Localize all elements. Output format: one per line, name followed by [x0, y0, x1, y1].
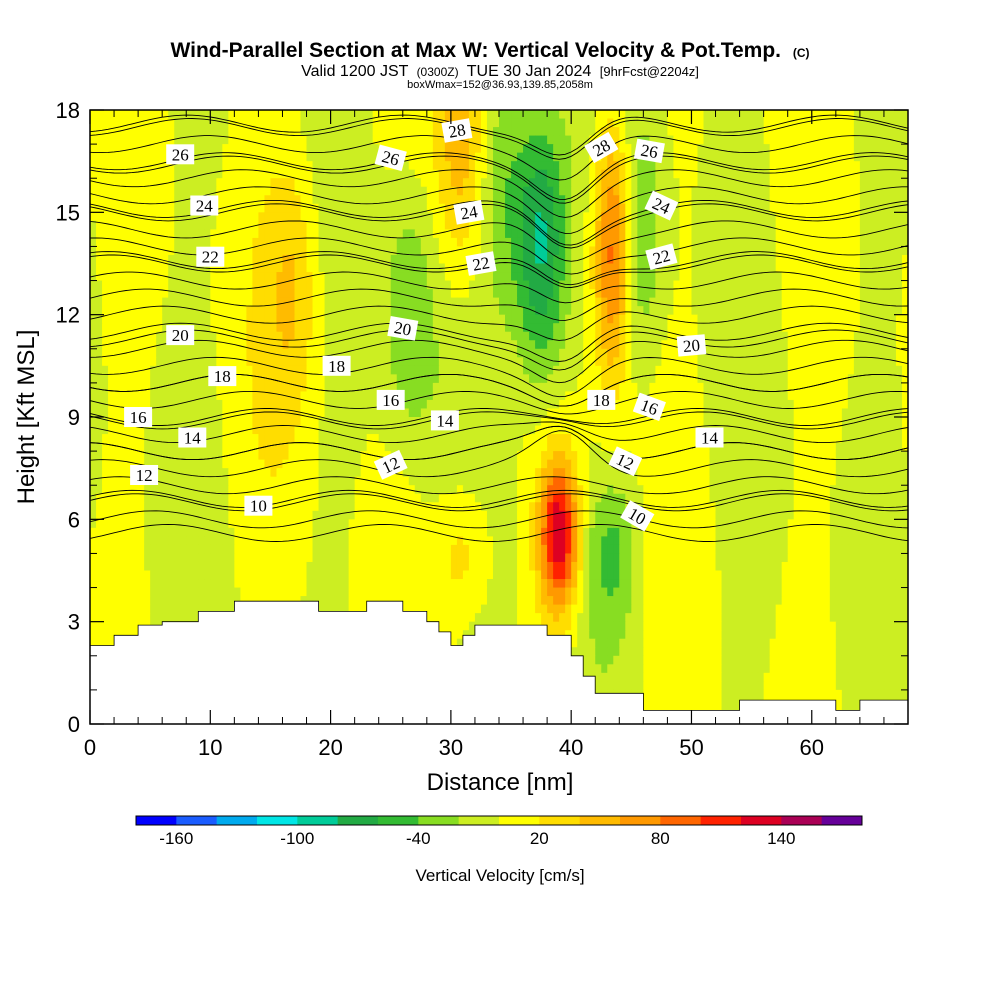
isentrope-label: 12 [608, 446, 643, 477]
colorbar: -160 -100 -40 20 80 140 [135, 815, 863, 848]
y-tick-label: 15 [56, 200, 80, 225]
colorbar-label: Vertical Velocity [cm/s] [415, 866, 584, 885]
isentrope-label: 16 [124, 407, 153, 427]
isentrope-label: 14 [695, 427, 724, 448]
isentrope-label: 22 [465, 251, 497, 276]
isentrope-label: 16 [376, 389, 405, 410]
isentrope-label: 20 [166, 325, 195, 346]
colorbar-swatch [378, 816, 419, 825]
isentrope-label: 28 [441, 118, 473, 143]
isentrope-label: 14 [430, 410, 459, 431]
isentrope-label: 22 [645, 243, 678, 270]
isentrope-label: 18 [208, 366, 237, 387]
isentrope-label: 26 [166, 144, 195, 165]
colorbar-swatch [781, 816, 823, 825]
colorbar-swatch [499, 816, 540, 825]
x-tick-label: 20 [318, 735, 342, 760]
x-tick-label: 60 [800, 735, 824, 760]
y-tick-label: 18 [56, 98, 80, 123]
chart-title: Wind-Parallel Section at Max W: Vertical… [170, 39, 781, 62]
colorbar-swatch [418, 816, 460, 825]
isentrope-label: 12 [130, 465, 159, 485]
colorbar-tick-label: 140 [767, 829, 795, 848]
colorbar-tick-label: 80 [651, 829, 670, 848]
y-tick-label: 3 [68, 610, 80, 635]
colorbar-tick-label: -100 [280, 829, 314, 848]
isentrope-label: 18 [587, 389, 616, 410]
x-tick-label: 40 [559, 735, 583, 760]
isentrope-label: 18 [322, 355, 351, 376]
x-tick-label: 0 [84, 735, 96, 760]
isentrope-label: 26 [633, 138, 665, 164]
x-tick-label: 50 [679, 735, 703, 760]
y-tick-label: 12 [56, 303, 80, 328]
y-axis-label: Height [Kft MSL] [13, 330, 40, 505]
isentrope-label: 14 [178, 427, 207, 448]
isentrope-label: 22 [196, 246, 225, 267]
isentrope-label: 26 [374, 144, 407, 172]
colorbar-swatch [579, 816, 621, 825]
isentrope-label: 24 [190, 195, 219, 216]
colorbar-tick-label: -160 [159, 829, 193, 848]
colorbar-swatch [136, 816, 177, 825]
x-axis-label: Distance [nm] [427, 769, 574, 796]
forecast-info: [9hrFcst@2204z] [600, 64, 699, 79]
colorbar-tick-label: -40 [406, 829, 431, 848]
colorbar-swatch [216, 816, 258, 825]
colorbar-tick-label: 20 [530, 829, 549, 848]
utc-time: (0300Z) [417, 65, 459, 79]
valid-time: Valid 1200 JST [301, 63, 409, 80]
colorbar-swatch [700, 816, 742, 825]
svg-text:Wind-Parallel Section at Max W: Wind-Parallel Section at Max W: Vertical… [170, 39, 809, 62]
isentrope-label: 10 [244, 495, 273, 516]
colorbar-swatch [821, 816, 863, 825]
y-tick-label: 0 [68, 712, 80, 737]
isentrope-label: 12 [373, 449, 408, 480]
colorbar-swatch [297, 816, 339, 825]
isentrope-label: 20 [676, 334, 707, 357]
y-tick-label: 6 [68, 507, 80, 532]
y-tick-label: 9 [68, 405, 80, 430]
valid-date: TUE 30 Jan 2024 [467, 63, 592, 80]
x-tick-label: 10 [198, 735, 222, 760]
colorbar-swatch [620, 816, 661, 825]
isentrope-contours [90, 114, 908, 542]
colorbar-swatch [539, 816, 581, 825]
isentrope-label: 24 [644, 190, 679, 221]
copyright-mark: (C) [793, 46, 810, 60]
colorbar-swatch [337, 816, 379, 825]
colorbar-swatch [660, 816, 702, 825]
colorbar-swatch [458, 816, 500, 825]
x-tick-label: 30 [439, 735, 463, 760]
colorbar-swatch [176, 816, 218, 825]
terrain-mask [90, 600, 908, 724]
colorbar-swatch [257, 816, 298, 825]
isentrope-label: 16 [632, 392, 666, 421]
svg-text:Valid 1200 JST (0300Z): Valid 1200 JST (0300Z) TUE 30 Jan 2024 [… [301, 63, 699, 80]
axis-ticks: 0 10 20 30 40 50 60 0 3 6 9 12 15 18 [56, 98, 908, 760]
isentrope-label: 20 [387, 316, 419, 341]
box-wmax-info: boxWmax=152@36.93,139.85,2058m [407, 79, 593, 91]
colorbar-swatch [741, 816, 782, 825]
isentrope-label: 24 [453, 200, 485, 225]
